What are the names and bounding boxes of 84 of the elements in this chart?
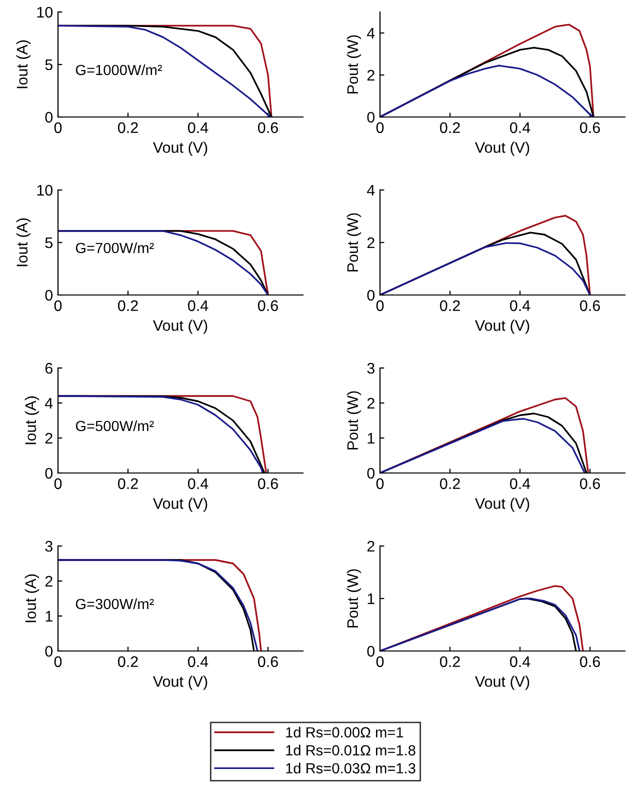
x-tick-label: 0.6: [258, 656, 278, 668]
y-tick-label: 1: [368, 433, 374, 444]
x-tick-label: 0: [376, 656, 384, 668]
x-tick-label: 0.4: [188, 122, 208, 134]
x-axis-title: Vout (V): [152, 142, 208, 156]
x-tick-label: 0.2: [440, 478, 460, 490]
x-tick-label: 0.4: [188, 300, 208, 312]
x-axis-title: Vout (V): [152, 676, 208, 690]
x-tick-label: 0.2: [440, 300, 460, 312]
y-tick-label: 0: [367, 290, 375, 301]
x-tick-label: 0: [54, 122, 62, 134]
y-tick-label: 2: [45, 576, 52, 587]
line-series: [380, 242, 591, 295]
y-tick-label: 3: [45, 540, 52, 552]
y-tick-label: 1: [46, 611, 52, 622]
x-tick-label: 0.2: [118, 300, 138, 312]
x-axis-title: Vout (V): [474, 142, 530, 156]
x-axis-title: Vout (V): [152, 320, 208, 334]
y-tick-label: 0: [367, 646, 375, 657]
x-tick-label: 0.6: [580, 656, 600, 668]
x-tick-label: 0.2: [118, 656, 138, 668]
y-tick-label: 2: [367, 398, 374, 409]
y-tick-label: 2: [367, 70, 374, 81]
x-tick-label: 0.6: [580, 300, 600, 312]
x-tick-label: 0: [376, 300, 384, 312]
x-tick-label: 0: [54, 300, 62, 312]
y-tick-label: 2: [367, 540, 374, 552]
y-axis-title: Pout (W): [346, 391, 362, 450]
x-tick-label: 0: [54, 478, 62, 490]
x-tick-label: 0: [376, 122, 384, 134]
y-tick-label: 0: [45, 112, 53, 123]
legend-label: 1d Rs=0.03Ω m=1.3: [286, 762, 416, 774]
x-tick-label: 0.2: [440, 122, 460, 134]
y-tick-label: 4: [366, 185, 375, 196]
x-axis-title: Vout (V): [152, 498, 208, 512]
y-tick-label: 6: [45, 362, 52, 374]
x-tick-label: 0.2: [118, 478, 138, 490]
y-axis-title: Iout (A): [24, 574, 40, 622]
y-tick-label: 3: [367, 362, 374, 374]
x-axis-title: Vout (V): [474, 676, 530, 690]
x-tick-label: 0.4: [510, 478, 530, 490]
y-axis-title: Iout (A): [16, 218, 31, 266]
y-tick-label: 5: [45, 238, 52, 248]
x-axis-title: Vout (V): [474, 320, 530, 334]
y-axis-title: Iout (A): [16, 40, 31, 88]
x-tick-label: 0.4: [188, 656, 208, 668]
annotation: G=1000W/m²: [76, 64, 162, 76]
y-tick-label: 4: [44, 398, 53, 409]
y-tick-label: 10: [37, 184, 53, 196]
y-tick-label: 0: [45, 646, 53, 657]
y-tick-label: 0: [45, 468, 53, 479]
annotation: G=300W/m²: [76, 598, 154, 610]
x-tick-label: 0.6: [258, 478, 278, 490]
y-tick-label: 5: [45, 60, 52, 70]
x-tick-label: 0.4: [510, 122, 530, 134]
x-tick-label: 0.6: [258, 300, 278, 312]
x-tick-label: 0: [376, 478, 384, 490]
x-tick-label: 0.2: [440, 656, 460, 668]
x-tick-label: 0.4: [510, 300, 530, 312]
y-tick-label: 0: [367, 112, 375, 123]
y-axis-title: Iout (A): [24, 396, 40, 444]
y-tick-label: 1: [368, 594, 374, 604]
y-axis-title: Pout (W): [346, 569, 362, 628]
y-tick-label: 2: [367, 237, 374, 248]
x-axis-title: Vout (V): [474, 498, 530, 512]
x-tick-label: 0.4: [188, 478, 208, 490]
y-tick-label: 0: [367, 468, 375, 479]
y-tick-label: 4: [366, 28, 375, 39]
x-tick-label: 0.6: [258, 122, 278, 134]
line-series: [380, 64, 594, 117]
y-tick-label: 0: [45, 290, 53, 301]
y-axis-title: Pout (W): [346, 35, 362, 94]
x-tick-label: 0.4: [510, 656, 530, 668]
legend-label: 1d Rs=0.00Ω m=1: [286, 726, 404, 738]
annotation: G=500W/m²: [76, 420, 154, 432]
x-tick-label: 0.6: [580, 478, 600, 490]
x-tick-label: 0.2: [118, 122, 138, 134]
annotation: G=700W/m²: [76, 242, 154, 254]
x-tick-label: 0.6: [580, 122, 600, 134]
y-axis-title: Pout (W): [346, 213, 362, 272]
legend-label: 1d Rs=0.01Ω m=1.8: [286, 744, 416, 756]
y-tick-label: 2: [45, 432, 52, 444]
x-tick-label: 0: [54, 656, 62, 668]
y-tick-label: 10: [37, 6, 53, 18]
